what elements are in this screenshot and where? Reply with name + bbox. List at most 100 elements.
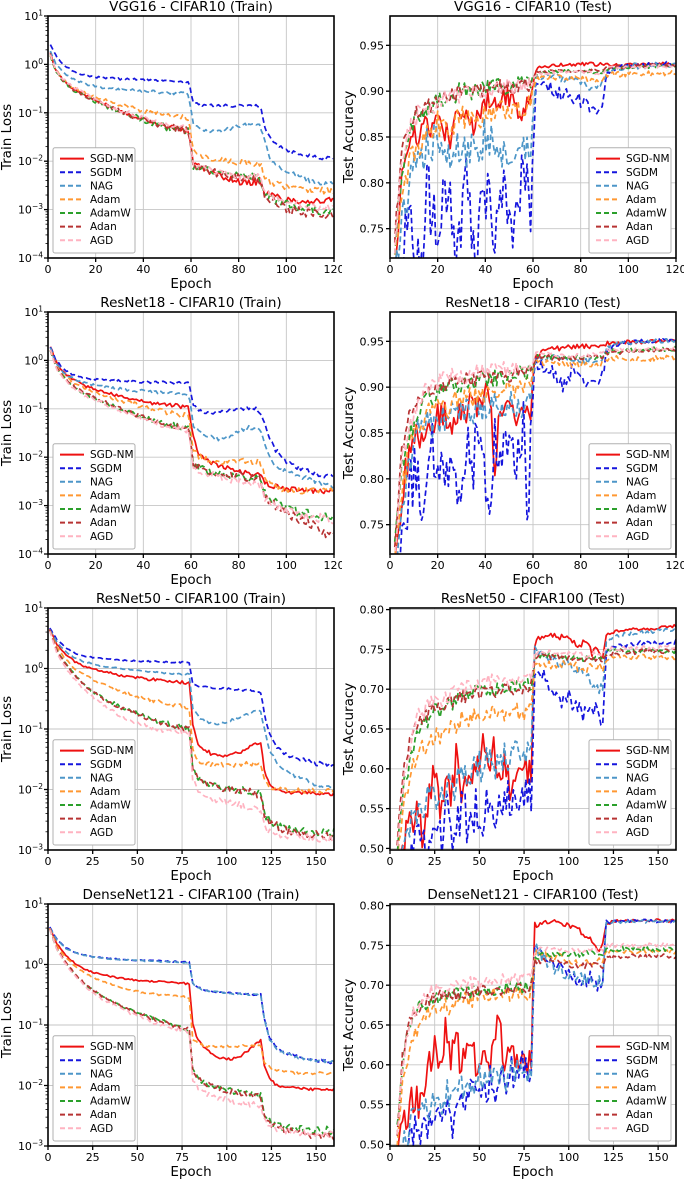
svg-text:0.75: 0.75 [360,939,385,952]
x-axis: 0 20 40 60 80 100 120 Epoch [387,258,684,292]
svg-text:50: 50 [472,855,486,868]
svg-text:100: 100 [24,353,43,368]
svg-text:120: 120 [324,559,343,572]
svg-text:0.55: 0.55 [360,803,385,816]
svg-text:20: 20 [89,263,103,276]
legend-label-sgdm: SGDM [90,1055,122,1067]
legend-label-sgd-nm: SGD-NM [90,449,134,461]
series-agd [48,630,334,844]
legend-label-sgd-nm: SGD-NM [626,1041,670,1053]
svg-text:60: 60 [184,559,198,572]
y-axis: 0.50 0.55 0.60 0.65 0.70 0.75 0.80 Test Accurac… [342,900,390,1151]
x-axis-label: Epoch [512,572,553,588]
series-adan [396,953,676,1136]
svg-text:80: 80 [232,559,246,572]
svg-text:50: 50 [130,855,144,868]
svg-text:20: 20 [431,263,445,276]
svg-text:0.75: 0.75 [360,519,385,532]
series-sgdm [49,627,334,768]
legend-label-adamw: AdamW [626,208,667,220]
chart-title: ResNet18 - CIFAR10 (Train) [100,296,281,311]
series-group [393,60,676,258]
series-sgd-nm [49,927,334,1092]
svg-text:10−2: 10−2 [18,450,43,465]
series-adam [396,948,676,1146]
chart-densenet121-cifar100-train: 0 25 50 75 100 125 150 Epoch 10−3 10−2 10−1 100 101 T… [0,888,342,1184]
legend-label-adam: Adam [626,786,656,798]
chart-title: VGG16 - CIFAR10 (Test) [454,0,612,15]
svg-text:25: 25 [428,855,442,868]
series-adam [49,927,334,1076]
legend-label-sgd-nm: SGD-NM [626,745,670,757]
series-nag [401,919,676,1146]
legend-label-adamw: AdamW [626,1096,667,1108]
svg-text:0.50: 0.50 [360,842,385,855]
legend-label-adamw: AdamW [90,208,131,220]
legend-label-sgdm: SGDM [626,759,658,771]
svg-text:0: 0 [45,263,52,276]
y-axis-label: Train Loss [0,992,15,1059]
series-adan [49,928,334,1141]
chart-canvas: 0 20 40 60 80 100 120Epoch10−410−310−210−11001… [0,296,342,592]
x-axis: 0 25 50 75 100 125 150 Epoch [387,850,669,884]
series-adan [49,349,334,539]
svg-text:101: 101 [24,897,43,912]
legend-label-nag: NAG [90,476,113,488]
legend-label-agd: AGD [626,531,649,543]
y-axis-label: Train Loss [0,400,15,467]
legend-label-adam: Adam [90,1082,120,1094]
svg-text:120: 120 [666,559,685,572]
series-group [48,627,334,844]
series-sgdm [49,926,334,1065]
legend-label-nag: NAG [626,1068,649,1080]
legend-label-agd: AGD [626,1123,649,1135]
svg-text:60: 60 [526,263,540,276]
chart-title: DenseNet121 - CIFAR100 (Train) [82,888,299,903]
svg-text:10−4: 10−4 [18,251,43,266]
series-adamw [49,55,334,216]
svg-text:75: 75 [517,1151,531,1164]
svg-text:101: 101 [24,9,43,24]
legend-label-nag: NAG [626,180,649,192]
svg-text:125: 125 [603,855,624,868]
svg-text:10−2: 10−2 [18,1078,43,1093]
svg-text:0.85: 0.85 [360,427,385,440]
svg-text:0.75: 0.75 [360,643,385,656]
x-axis: 0 20 40 60 80 100 120 Epoch [387,554,685,588]
series-agd [396,941,676,1135]
x-axis-label: Epoch [170,572,211,588]
series-sgdm [49,44,334,161]
series-sgdm [49,346,334,479]
legend-label-sgdm: SGDM [90,463,122,475]
series-adam [48,629,334,795]
svg-text:100: 100 [24,57,43,72]
legend-label-adam: Adam [90,194,120,206]
svg-text:10−3: 10−3 [18,1139,43,1154]
series-sgd-nm [400,623,676,850]
legend-label-sgd-nm: SGD-NM [90,1041,134,1053]
chart-canvas: 0 25 50 75 100 125 150 Epoch 0.50 0.55 0.60 0.65 0.7… [342,592,684,888]
y-axis: 10−3 10−2 10−1 100 101 Train Loss [0,897,48,1154]
series-adan [396,646,676,846]
svg-text:0.60: 0.60 [360,763,385,776]
svg-text:0.80: 0.80 [360,473,385,486]
series-agd [48,929,334,1138]
svg-text:0.55: 0.55 [360,1099,385,1112]
svg-text:100: 100 [276,559,297,572]
legend-label-sgdm: SGDM [626,463,658,475]
x-axis-label: Epoch [512,868,553,884]
x-axis: 0 20 40 60 80 100 120 Epoch [45,554,343,588]
legend-label-nag: NAG [626,772,649,784]
legend-label-agd: AGD [90,1123,113,1135]
series-sgd-nm [49,628,334,797]
series-nag [49,629,334,790]
series-group [49,346,334,539]
svg-text:40: 40 [136,263,150,276]
svg-text:0.70: 0.70 [360,683,385,696]
x-axis-label: Epoch [512,1164,553,1180]
chart-densenet121-cifar100-test: 0 25 50 75 100 125 150 Epoch 0.50 0.55 0.60 0.65 0.7… [342,888,685,1184]
svg-text:100: 100 [558,1151,579,1164]
